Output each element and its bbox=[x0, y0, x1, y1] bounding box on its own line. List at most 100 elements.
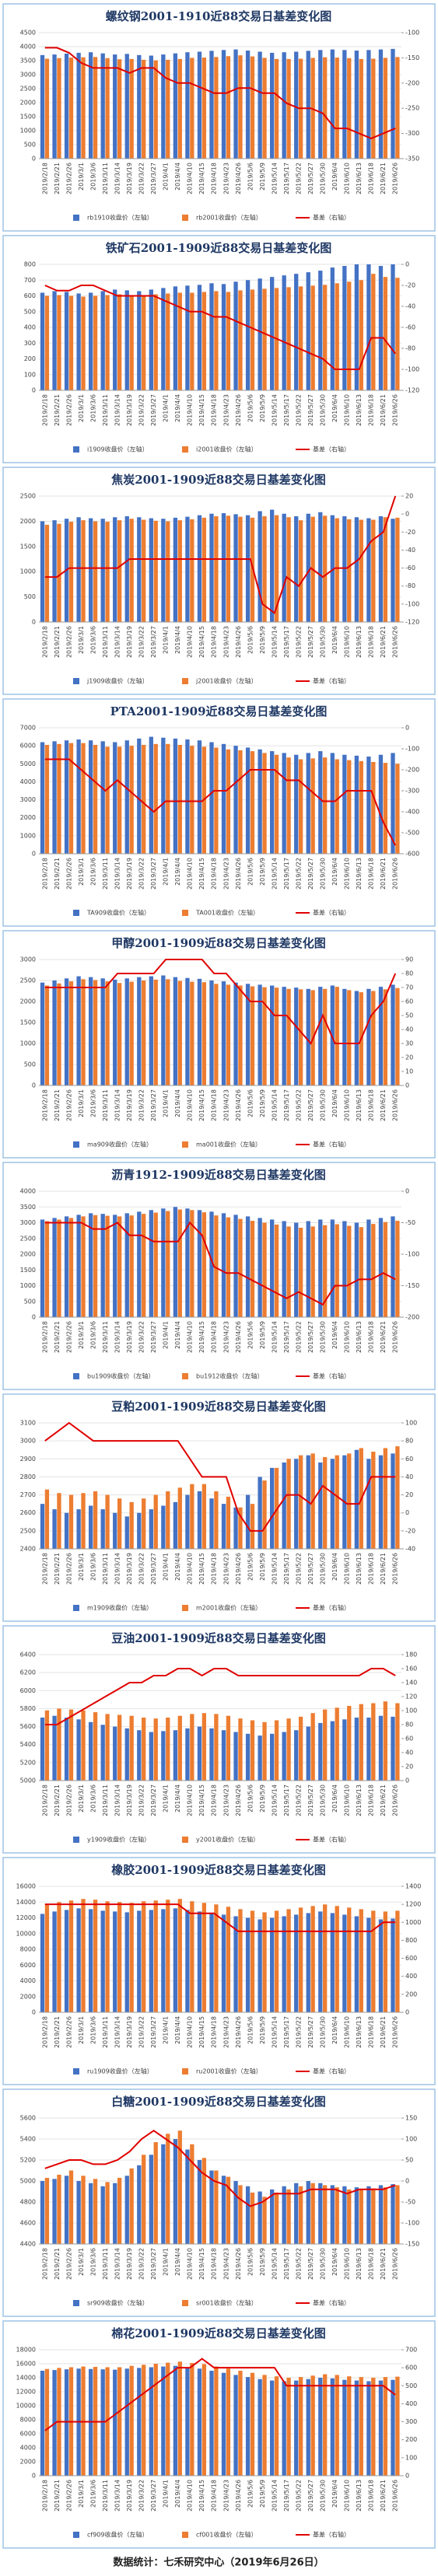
bar bbox=[64, 740, 69, 854]
y-tick-label: 3000 bbox=[20, 1219, 36, 1226]
bar bbox=[177, 2130, 182, 2244]
x-tick-label: 2019/6/21 bbox=[380, 1784, 387, 1816]
bar bbox=[354, 517, 359, 622]
bar bbox=[190, 1484, 194, 1549]
basis-line bbox=[44, 1668, 396, 1725]
bar bbox=[245, 1917, 251, 2012]
x-tick-label: 2019/5/14 bbox=[271, 394, 278, 426]
bar bbox=[81, 57, 86, 159]
bar bbox=[258, 1919, 262, 2012]
bar bbox=[262, 1912, 267, 2012]
bar bbox=[221, 743, 226, 854]
x-tick-label: 2019/6/21 bbox=[380, 1553, 387, 1585]
x-tick-label: 2019/6/21 bbox=[380, 1089, 387, 1121]
x-tick-label: 2019/6/13 bbox=[356, 2480, 363, 2511]
x-tick-label: 2019/4/23 bbox=[223, 626, 230, 658]
bar bbox=[391, 753, 395, 854]
bar bbox=[282, 513, 286, 622]
bar bbox=[177, 58, 182, 159]
bar bbox=[100, 1725, 105, 1781]
bar bbox=[124, 54, 129, 159]
x-tick-label: 2019/2/21 bbox=[54, 1089, 61, 1121]
bar bbox=[371, 58, 376, 159]
bar bbox=[76, 739, 81, 854]
bar bbox=[221, 284, 226, 390]
bar bbox=[149, 2155, 153, 2244]
x-tick-label: 2019/5/22 bbox=[295, 2016, 302, 2048]
bar bbox=[113, 1911, 117, 2012]
bar bbox=[318, 2183, 323, 2244]
y-tick-label: 2000 bbox=[20, 814, 36, 821]
bar bbox=[366, 2186, 371, 2244]
y2-tick-label: 50 bbox=[405, 1012, 413, 1019]
y2-tick-label: 300 bbox=[405, 2418, 417, 2425]
x-tick-label: 2019/4/23 bbox=[223, 2248, 230, 2280]
x-tick-label: 2019/4/15 bbox=[198, 2480, 205, 2511]
bar bbox=[371, 2188, 376, 2244]
bar bbox=[233, 1507, 238, 1549]
y-tick-label: 6000 bbox=[20, 1687, 36, 1694]
bar bbox=[173, 53, 178, 159]
bar bbox=[161, 288, 166, 390]
y2-tick-label: 10 bbox=[405, 1068, 413, 1075]
x-tick-label: 2019/6/10 bbox=[344, 2480, 351, 2511]
bar bbox=[342, 2379, 347, 2476]
bar bbox=[153, 743, 158, 854]
x-tick-label: 2019/3/6 bbox=[89, 163, 96, 190]
bar bbox=[238, 1909, 243, 2012]
bar bbox=[93, 1491, 98, 1549]
x-tick-label: 2019/4/4 bbox=[174, 394, 181, 422]
y-tick-label: 400 bbox=[24, 324, 36, 331]
x-tick-label: 2019/4/26 bbox=[235, 2480, 242, 2511]
bar bbox=[269, 509, 275, 622]
bar bbox=[124, 1516, 129, 1549]
x-tick-label: 2019/3/14 bbox=[114, 2480, 121, 2511]
bar bbox=[335, 1224, 339, 1317]
bar bbox=[44, 295, 50, 390]
bar bbox=[190, 981, 194, 1085]
bar bbox=[245, 515, 251, 622]
bar bbox=[330, 985, 335, 1085]
x-tick-label: 2019/3/22 bbox=[138, 858, 145, 890]
bar bbox=[117, 983, 122, 1085]
bar bbox=[129, 295, 134, 390]
legend-swatch bbox=[73, 215, 79, 221]
bar bbox=[294, 516, 299, 622]
bar bbox=[383, 763, 388, 854]
bar bbox=[238, 290, 243, 390]
bar bbox=[137, 517, 142, 622]
bar bbox=[68, 981, 74, 1085]
bar bbox=[64, 1718, 69, 1781]
x-tick-label: 2019/3/14 bbox=[114, 394, 121, 426]
bar bbox=[124, 1912, 129, 2012]
x-tick-label: 2019/3/22 bbox=[138, 394, 145, 426]
y-tick-label: 6000 bbox=[20, 2431, 36, 2438]
x-tick-label: 2019/3/1 bbox=[78, 1321, 85, 1349]
bar bbox=[262, 1721, 267, 1781]
bar bbox=[286, 988, 291, 1085]
legend-label: 基差（右轴） bbox=[313, 2531, 350, 2539]
y2-tick-label: 20 bbox=[405, 1763, 413, 1770]
bar bbox=[274, 1720, 279, 1781]
bar bbox=[245, 51, 251, 159]
y2-tick-label: 100 bbox=[405, 2454, 417, 2461]
bar bbox=[64, 1512, 69, 1549]
bar bbox=[105, 2367, 110, 2476]
x-tick-label: 2019/5/17 bbox=[283, 2016, 290, 2048]
bar bbox=[371, 2378, 376, 2476]
y2-tick-label: -50 bbox=[405, 1219, 415, 1226]
bar bbox=[330, 1913, 335, 2012]
x-tick-label: 2019/4/23 bbox=[223, 163, 230, 194]
bar bbox=[286, 757, 291, 854]
bar bbox=[395, 2185, 400, 2244]
bar bbox=[245, 1216, 251, 1317]
y2-tick-label: -250 bbox=[405, 105, 419, 112]
x-tick-label: 2019/5/14 bbox=[271, 2480, 278, 2511]
bar bbox=[117, 1714, 122, 1781]
x-tick-label: 2019/5/17 bbox=[283, 394, 290, 426]
bar bbox=[378, 1919, 384, 2012]
bar bbox=[378, 49, 384, 159]
bar bbox=[306, 988, 310, 1085]
bar bbox=[335, 1707, 339, 1781]
x-tick-label: 2019/5/9 bbox=[259, 2016, 266, 2044]
